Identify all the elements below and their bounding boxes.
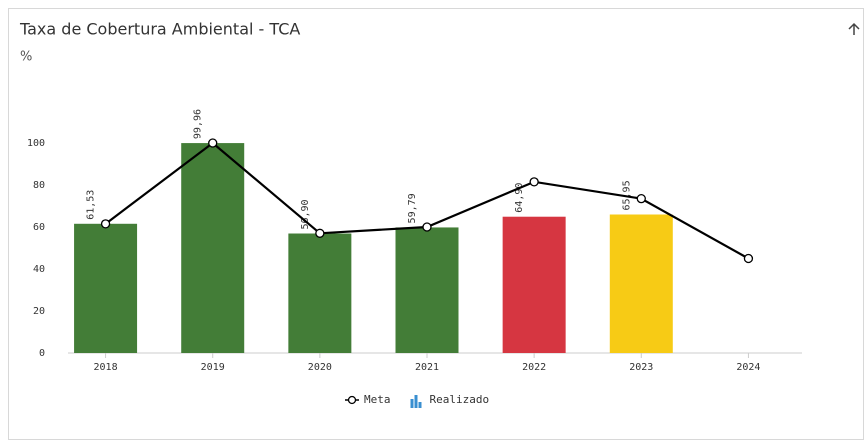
value-label: 56,90 xyxy=(300,199,311,229)
x-tick-label: 2022 xyxy=(522,362,546,373)
legend-item: Realizado xyxy=(410,393,490,408)
line-point xyxy=(529,177,539,187)
y-tick-label: 20 xyxy=(33,306,45,317)
legend-icon xyxy=(410,399,414,408)
x-tick-label: 2021 xyxy=(415,362,439,373)
line-point xyxy=(422,222,432,232)
legend-item: Meta xyxy=(345,393,391,406)
y-axis-label: % xyxy=(20,50,32,65)
y-tick-label: 100 xyxy=(27,138,45,149)
bar xyxy=(395,227,459,353)
legend-icon xyxy=(418,402,422,408)
x-tick-label: 2018 xyxy=(94,362,118,373)
line-point xyxy=(100,219,111,229)
legend-icon xyxy=(347,395,357,405)
value-label: 61,53 xyxy=(86,190,97,220)
legend-label: Realizado xyxy=(430,393,490,406)
x-tick-label: 2020 xyxy=(308,362,332,373)
line-point xyxy=(315,228,325,238)
bar xyxy=(502,216,566,353)
y-tick-label: 0 xyxy=(39,348,45,359)
y-tick-label: 60 xyxy=(33,222,45,233)
x-tick-label: 2023 xyxy=(629,362,653,373)
bar xyxy=(288,233,352,353)
y-tick-label: 80 xyxy=(33,180,45,191)
line-point xyxy=(636,193,646,204)
value-label: 64,90 xyxy=(514,183,525,213)
line-point xyxy=(743,253,754,264)
bar xyxy=(609,214,673,353)
x-tick-label: 2019 xyxy=(201,362,225,373)
x-tick-label: 2024 xyxy=(736,362,760,373)
bar xyxy=(181,143,245,353)
expand-icon[interactable] xyxy=(848,22,860,35)
line-point xyxy=(208,138,218,148)
value-label: 59,79 xyxy=(407,193,418,223)
value-label: 99,96 xyxy=(193,109,204,139)
legend-icon xyxy=(414,395,418,408)
chart-title: Taxa de Cobertura Ambiental - TCA xyxy=(19,20,300,39)
y-tick-label: 40 xyxy=(33,264,45,275)
bar xyxy=(74,223,138,353)
legend-label: Meta xyxy=(364,393,391,406)
